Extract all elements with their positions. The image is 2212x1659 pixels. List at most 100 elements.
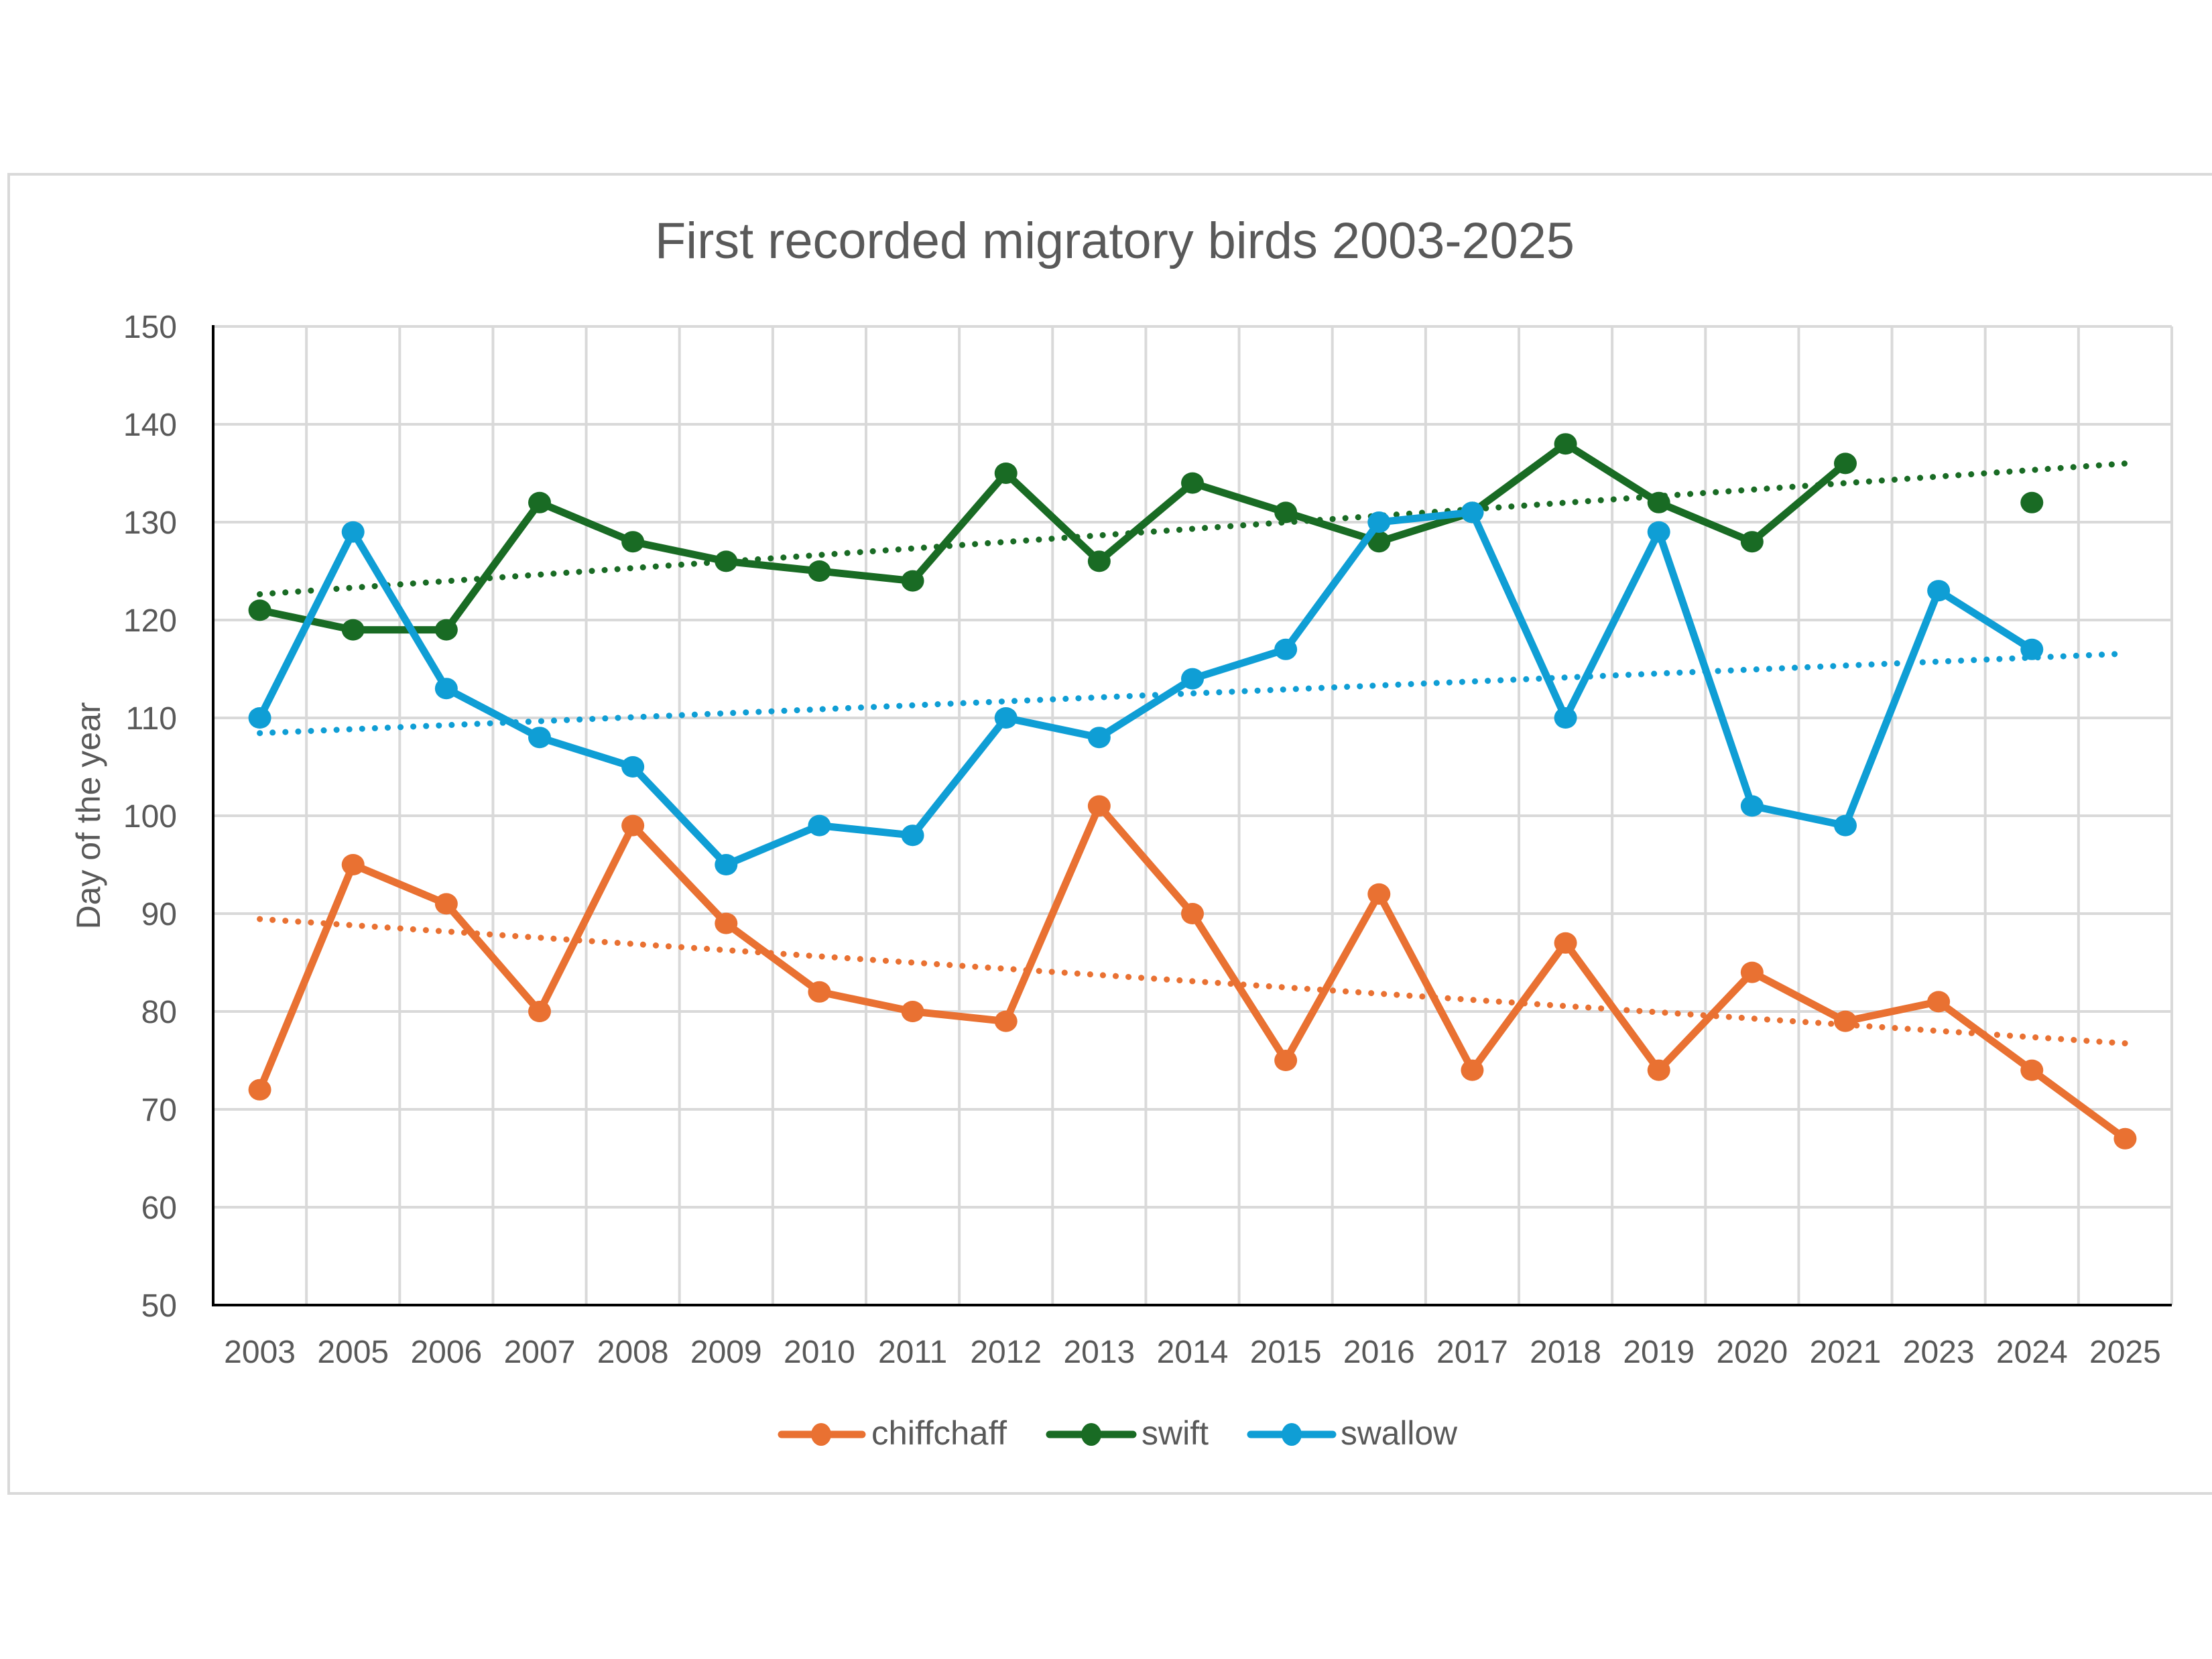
data-point-swift[interactable] (994, 463, 1018, 484)
data-point-swallow[interactable] (621, 756, 645, 778)
data-point-chiffchaff[interactable] (994, 1010, 1018, 1032)
x-tick-label: 2010 (784, 1335, 855, 1370)
y-tick-label: 150 (123, 310, 177, 345)
data-point-swallow[interactable] (994, 707, 1018, 729)
data-point-chiffchaff[interactable] (715, 912, 738, 934)
data-point-swallow[interactable] (528, 727, 551, 749)
data-point-swallow[interactable] (1740, 795, 1764, 817)
data-point-swift[interactable] (248, 599, 271, 621)
data-point-swift[interactable] (621, 531, 645, 553)
x-tick-label: 2018 (1530, 1335, 1601, 1370)
y-tick-label: 140 (123, 408, 177, 443)
x-tick-label: 2006 (410, 1335, 482, 1370)
data-point-swallow[interactable] (1181, 668, 1204, 690)
data-point-swallow[interactable] (1461, 501, 1484, 524)
data-point-swift[interactable] (1647, 491, 1670, 513)
data-point-swift[interactable] (901, 570, 924, 592)
y-axis-tick-labels: 50 60 70 80 90 100 110 120 130 140 150 (123, 310, 177, 1324)
legend-item-swallow[interactable]: swallow (1247, 1414, 1458, 1452)
data-point-swift[interactable] (528, 491, 551, 513)
data-point-chiffchaff[interactable] (1834, 1010, 1857, 1032)
data-point-chiffchaff[interactable] (528, 1001, 551, 1022)
trendline-swallow (257, 650, 2128, 737)
data-point-swift[interactable] (341, 619, 365, 641)
trendline-chiffchaff (257, 916, 2128, 1047)
data-point-chiffchaff[interactable] (621, 814, 645, 837)
x-tick-label: 2007 (504, 1335, 576, 1370)
data-point-swift[interactable] (1740, 531, 1764, 553)
data-point-chiffchaff[interactable] (1647, 1059, 1670, 1081)
x-tick-label: 2015 (1250, 1335, 1322, 1370)
data-point-swift[interactable] (1274, 501, 1298, 524)
data-point-chiffchaff[interactable] (434, 893, 458, 915)
x-tick-label: 2020 (1716, 1335, 1788, 1370)
x-tick-label: 2009 (690, 1335, 762, 1370)
x-tick-label: 2013 (1063, 1335, 1135, 1370)
y-tick-label: 70 (141, 1093, 177, 1128)
data-point-swift[interactable] (1554, 433, 1577, 455)
data-point-swallow[interactable] (1834, 814, 1857, 837)
data-point-swallow[interactable] (1927, 580, 1951, 602)
data-point-chiffchaff[interactable] (1554, 932, 1577, 954)
data-point-chiffchaff[interactable] (341, 854, 365, 875)
data-point-swallow[interactable] (808, 814, 831, 837)
data-point-swallow[interactable] (901, 824, 924, 847)
data-point-swallow[interactable] (1367, 511, 1391, 533)
legend-marker-chiffchaff (811, 1423, 831, 1446)
series-lines (248, 433, 2137, 1150)
x-tick-label: 2024 (1996, 1335, 2068, 1370)
data-point-chiffchaff[interactable] (248, 1079, 271, 1101)
legend-label-chiffchaff: chiffchaff (871, 1414, 1007, 1452)
data-point-chiffchaff[interactable] (1367, 883, 1391, 905)
data-point-swallow[interactable] (2020, 638, 2044, 660)
data-point-swallow[interactable] (1087, 727, 1111, 749)
data-point-swallow[interactable] (1274, 638, 1298, 660)
x-tick-label: 2003 (224, 1335, 296, 1370)
data-point-swift[interactable] (2020, 491, 2044, 513)
data-point-chiffchaff[interactable] (1927, 991, 1951, 1013)
x-tick-label: 2011 (878, 1335, 947, 1370)
x-tick-label: 2025 (2089, 1335, 2161, 1370)
gridlines (213, 325, 2173, 1305)
y-tick-label: 60 (141, 1190, 177, 1226)
data-point-swift[interactable] (1834, 452, 1857, 475)
data-point-swallow[interactable] (434, 678, 458, 700)
x-tick-label: 2021 (1810, 1335, 1882, 1370)
legend-item-swift[interactable]: swift (1046, 1414, 1209, 1452)
data-point-swift[interactable] (1367, 531, 1391, 553)
legend-label-swift: swift (1142, 1414, 1209, 1452)
series-swallow (248, 501, 2044, 875)
legend-label-swallow: swallow (1341, 1414, 1458, 1452)
x-tick-label: 2017 (1436, 1335, 1508, 1370)
y-tick-label: 90 (141, 897, 177, 932)
y-axis-title: Day of the year (70, 702, 107, 929)
data-point-chiffchaff[interactable] (1274, 1050, 1298, 1071)
data-point-chiffchaff[interactable] (1181, 903, 1204, 924)
data-point-swallow[interactable] (1647, 521, 1670, 543)
data-point-swallow[interactable] (248, 707, 271, 729)
series-line-swallow (256, 508, 2036, 869)
data-point-swift[interactable] (1087, 550, 1111, 572)
data-point-chiffchaff[interactable] (2113, 1127, 2137, 1150)
data-point-swift[interactable] (434, 619, 458, 641)
data-point-swift[interactable] (715, 550, 738, 572)
data-point-chiffchaff[interactable] (1461, 1059, 1484, 1081)
data-point-swallow[interactable] (1554, 707, 1577, 729)
x-tick-label: 2008 (597, 1335, 669, 1370)
data-point-chiffchaff[interactable] (1740, 961, 1764, 983)
data-point-swift[interactable] (808, 560, 831, 582)
legend-item-chiffchaff[interactable]: chiffchaff (778, 1414, 1007, 1452)
y-tick-label: 130 (123, 505, 177, 541)
data-point-chiffchaff[interactable] (901, 1001, 924, 1022)
data-point-chiffchaff[interactable] (1087, 795, 1111, 817)
series-swift (248, 433, 2044, 641)
data-point-swift[interactable] (1181, 472, 1204, 494)
data-point-chiffchaff[interactable] (2020, 1059, 2044, 1081)
y-tick-label: 110 (125, 701, 177, 737)
x-tick-label: 2016 (1343, 1335, 1415, 1370)
x-tick-label: 2012 (970, 1335, 1042, 1370)
data-point-chiffchaff[interactable] (808, 981, 831, 1003)
data-point-swallow[interactable] (341, 521, 365, 543)
y-tick-label: 120 (123, 603, 177, 639)
data-point-swallow[interactable] (715, 854, 738, 875)
